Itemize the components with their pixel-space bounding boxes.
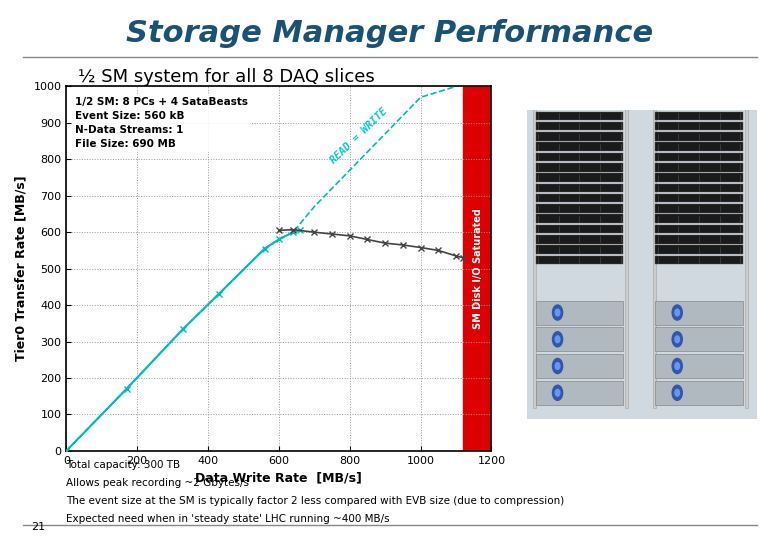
Circle shape bbox=[555, 389, 560, 396]
Bar bbox=[536, 132, 623, 141]
Bar bbox=[653, 86, 656, 408]
Bar bbox=[536, 225, 623, 233]
Bar bbox=[655, 214, 743, 223]
Bar bbox=[536, 327, 623, 352]
Bar bbox=[655, 194, 743, 202]
Bar bbox=[655, 225, 743, 233]
Circle shape bbox=[555, 336, 560, 343]
Text: Allows peak recording ~2 Gbytes/s: Allows peak recording ~2 Gbytes/s bbox=[66, 478, 250, 488]
Bar bbox=[534, 86, 536, 408]
Text: The event size at the SM is typically factor 2 less compared with EVB size (due : The event size at the SM is typically fa… bbox=[66, 496, 565, 506]
Circle shape bbox=[672, 385, 682, 400]
Y-axis label: Tier0 Transfer Rate [MB/s]: Tier0 Transfer Rate [MB/s] bbox=[15, 176, 28, 361]
Circle shape bbox=[555, 362, 560, 369]
Circle shape bbox=[552, 385, 562, 400]
Bar bbox=[526, 76, 757, 110]
Bar bbox=[655, 122, 743, 131]
Circle shape bbox=[675, 362, 679, 369]
Text: Storage Manager Performance: Storage Manager Performance bbox=[126, 19, 654, 48]
Text: 1/2 SM: 8 PCs + 4 SataBeasts
Event Size: 560 kB
N-Data Streams: 1
File Size: 690: 1/2 SM: 8 PCs + 4 SataBeasts Event Size:… bbox=[75, 97, 248, 150]
Bar bbox=[536, 153, 623, 161]
Bar bbox=[655, 245, 743, 254]
Circle shape bbox=[672, 305, 682, 320]
Bar bbox=[536, 184, 623, 192]
Circle shape bbox=[672, 359, 682, 374]
Bar bbox=[536, 163, 623, 172]
Bar bbox=[536, 112, 623, 120]
Text: ½ SM system for all 8 DAQ slices: ½ SM system for all 8 DAQ slices bbox=[78, 68, 374, 85]
Bar bbox=[655, 143, 743, 151]
Bar bbox=[655, 204, 743, 213]
Bar bbox=[655, 354, 743, 378]
Bar bbox=[626, 86, 628, 408]
Bar bbox=[745, 86, 748, 408]
Circle shape bbox=[555, 309, 560, 316]
Bar bbox=[655, 327, 743, 352]
Bar bbox=[536, 214, 623, 223]
Bar bbox=[655, 184, 743, 192]
Bar bbox=[463, 86, 491, 451]
Bar bbox=[536, 204, 623, 213]
Bar bbox=[536, 301, 623, 325]
Bar bbox=[655, 163, 743, 172]
Bar bbox=[655, 381, 743, 405]
Bar bbox=[536, 143, 623, 151]
Bar bbox=[536, 235, 623, 244]
Bar bbox=[536, 173, 623, 182]
Circle shape bbox=[675, 336, 679, 343]
Text: 21: 21 bbox=[31, 522, 45, 532]
Bar bbox=[655, 235, 743, 244]
Bar bbox=[655, 255, 743, 264]
Text: Expected need when in 'steady state' LHC running ~400 MB/s: Expected need when in 'steady state' LHC… bbox=[66, 514, 390, 524]
Bar bbox=[536, 255, 623, 264]
Text: SM Disk I/O Saturated: SM Disk I/O Saturated bbox=[473, 208, 483, 329]
Bar bbox=[536, 194, 623, 202]
Circle shape bbox=[552, 359, 562, 374]
Bar bbox=[536, 354, 623, 378]
Bar bbox=[655, 301, 743, 325]
Bar bbox=[655, 173, 743, 182]
Bar bbox=[655, 112, 743, 120]
Bar bbox=[655, 132, 743, 141]
Circle shape bbox=[675, 309, 679, 316]
Circle shape bbox=[552, 332, 562, 347]
Bar bbox=[536, 122, 623, 131]
Circle shape bbox=[552, 305, 562, 320]
Text: Total capacity: 300 TB: Total capacity: 300 TB bbox=[66, 460, 180, 470]
Circle shape bbox=[675, 389, 679, 396]
X-axis label: Data Write Rate  [MB/s]: Data Write Rate [MB/s] bbox=[196, 471, 362, 484]
Bar bbox=[536, 245, 623, 254]
Text: READ = WRITE: READ = WRITE bbox=[328, 106, 389, 165]
Circle shape bbox=[672, 332, 682, 347]
Bar bbox=[536, 381, 623, 405]
Bar bbox=[655, 153, 743, 161]
